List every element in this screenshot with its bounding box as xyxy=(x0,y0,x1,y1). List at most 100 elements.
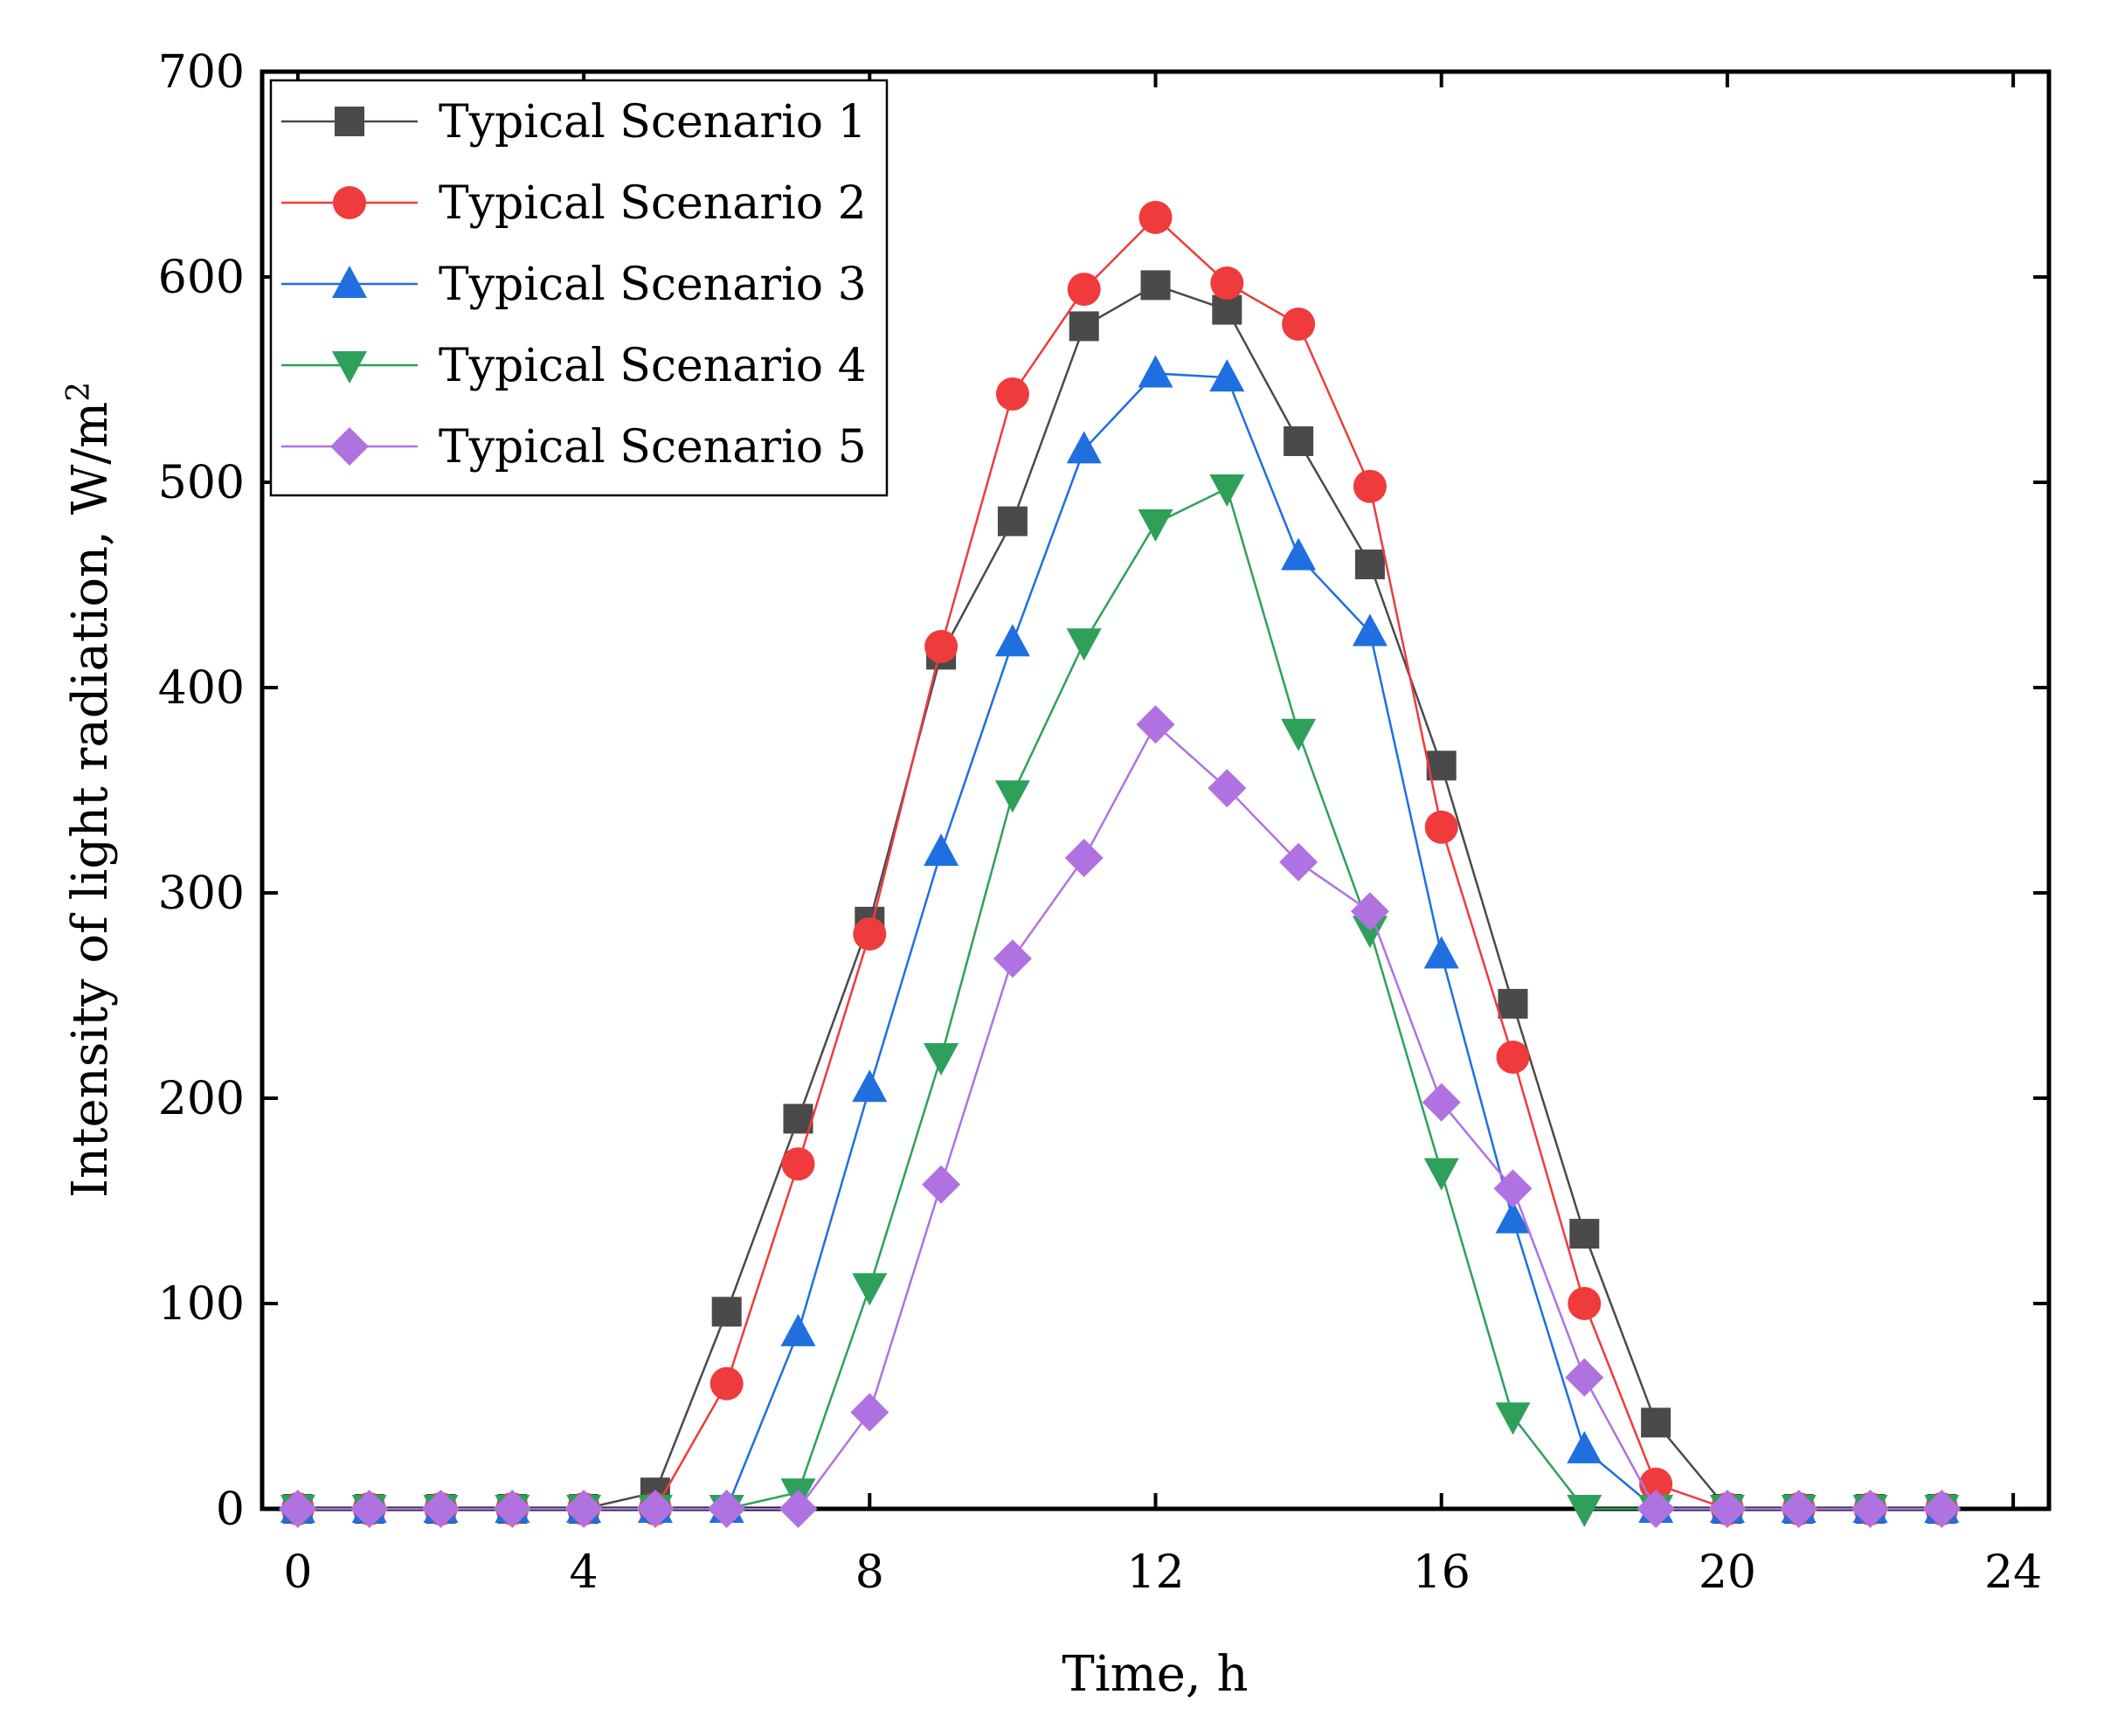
series-5-point xyxy=(1565,1358,1604,1397)
series-3-point xyxy=(1423,936,1459,969)
y-axis-title-main: Intensity of light radiation, W/m xyxy=(62,402,119,1198)
x-tick-label: 16 xyxy=(1413,1546,1471,1599)
series-3-point xyxy=(1495,1200,1531,1234)
series-4-point xyxy=(1066,628,1102,661)
y-tick-label: 600 xyxy=(158,252,245,304)
series-4-point xyxy=(1138,509,1173,542)
series-4-point xyxy=(852,1273,888,1306)
x-tick-label: 24 xyxy=(1984,1546,2042,1599)
series-5-point xyxy=(1064,839,1104,878)
series-2-point xyxy=(781,1147,815,1181)
series-4-point xyxy=(1352,916,1388,949)
series-5-point xyxy=(922,1165,961,1204)
legend-marker-5 xyxy=(330,427,369,466)
y-tick-label: 700 xyxy=(158,46,245,99)
series-1-point xyxy=(1069,311,1099,342)
series-3-point xyxy=(1138,355,1173,388)
series-3-line xyxy=(297,372,1942,1511)
y-tick-label: 200 xyxy=(158,1073,245,1125)
series-4-point xyxy=(1209,474,1245,508)
legend-box xyxy=(269,79,889,497)
legend-label-5: Typical Scenario 5 xyxy=(439,421,867,474)
series-5-point xyxy=(1493,1169,1533,1208)
series-5-point xyxy=(1350,892,1389,931)
x-axis-title: Time, h xyxy=(1062,1646,1248,1703)
legend-marker-1 xyxy=(335,107,364,136)
series-3 xyxy=(280,355,1960,1523)
series-5 xyxy=(278,705,1962,1528)
series-3-point xyxy=(852,1069,888,1103)
series-1-point xyxy=(1140,270,1171,301)
series-4-point xyxy=(1567,1495,1602,1527)
series-5-point xyxy=(564,1490,604,1528)
legend-marker-4 xyxy=(332,351,367,384)
series-3-point xyxy=(1352,613,1388,647)
series-2-point xyxy=(1496,1041,1530,1074)
axis-ticks: 0 4 8 12 16 20 24 0 100 200 300 400 500 600 700 xyxy=(158,46,2049,1599)
series-layer xyxy=(278,200,1962,1528)
series-5-point xyxy=(850,1393,889,1432)
series-4-point xyxy=(924,1043,959,1075)
legend-label-2: Typical Scenario 2 xyxy=(439,177,867,230)
series-4-point xyxy=(1281,718,1317,751)
legend-label-1: Typical Scenario 1 xyxy=(439,96,867,149)
series-4 xyxy=(280,474,1960,1527)
series-5-point xyxy=(1136,705,1175,744)
series-4-line xyxy=(297,487,1942,1511)
series-5-point xyxy=(1779,1490,1818,1528)
series-1-point xyxy=(1641,1407,1671,1438)
series-2-point xyxy=(853,917,887,951)
series-1-point xyxy=(997,506,1028,536)
series-2-point xyxy=(995,377,1029,411)
series-3-point xyxy=(1567,1430,1602,1463)
series-5-point xyxy=(1422,1082,1461,1122)
y-tick-label: 0 xyxy=(216,1484,245,1536)
series-1-point xyxy=(1354,550,1385,579)
series-3-point xyxy=(1281,537,1317,571)
series-2-point xyxy=(709,1366,744,1401)
x-tick-label: 4 xyxy=(570,1546,599,1599)
series-4-point xyxy=(1495,1402,1531,1435)
series-1-point xyxy=(1212,294,1242,325)
legend-marker-3 xyxy=(332,266,367,298)
series-3-point xyxy=(994,624,1030,657)
series-3-point xyxy=(1066,431,1102,464)
series-2-point xyxy=(1139,200,1173,234)
series-5-line xyxy=(297,723,1942,1511)
x-tick-label: 8 xyxy=(855,1546,884,1599)
series-5-point xyxy=(635,1490,675,1528)
series-5-point xyxy=(1707,1490,1747,1528)
series-5-point xyxy=(421,1490,460,1528)
series-2-point xyxy=(1210,266,1244,301)
legend-label-3: Typical Scenario 3 xyxy=(439,259,867,311)
y-axis-title-superscript: 2 xyxy=(61,382,97,402)
series-3-point xyxy=(780,1313,816,1346)
series-3-point xyxy=(924,833,959,866)
legend-label-4: Typical Scenario 4 xyxy=(439,340,867,392)
series-5-point xyxy=(1851,1490,1890,1528)
series-1-point xyxy=(1284,426,1314,456)
series-5-point xyxy=(707,1490,746,1528)
legend-marker-2 xyxy=(333,186,366,219)
x-tick-label: 20 xyxy=(1699,1546,1756,1599)
legend: Typical Scenario 1 Typical Scenario 2 Typi… xyxy=(269,79,889,497)
y-tick-label: 300 xyxy=(158,868,245,920)
series-3-point xyxy=(1209,359,1245,392)
series-5-point xyxy=(1208,769,1247,808)
series-2-point xyxy=(1282,308,1316,342)
series-5-point xyxy=(779,1490,818,1528)
series-2-point xyxy=(1067,273,1101,307)
series-5-point xyxy=(493,1490,532,1528)
series-4-point xyxy=(1423,1158,1459,1191)
series-2-point xyxy=(1424,810,1458,844)
y-axis-title: Intensity of light radiation, W/m2 xyxy=(61,382,119,1198)
series-1-point xyxy=(1569,1219,1600,1249)
y-tick-label: 500 xyxy=(158,457,245,509)
series-2-point xyxy=(1353,469,1387,503)
series-5-point xyxy=(1922,1490,1962,1528)
series-1-point xyxy=(711,1297,742,1327)
series-2-point xyxy=(1568,1287,1602,1320)
series-5-point xyxy=(350,1490,389,1528)
y-tick-label: 100 xyxy=(158,1278,245,1331)
